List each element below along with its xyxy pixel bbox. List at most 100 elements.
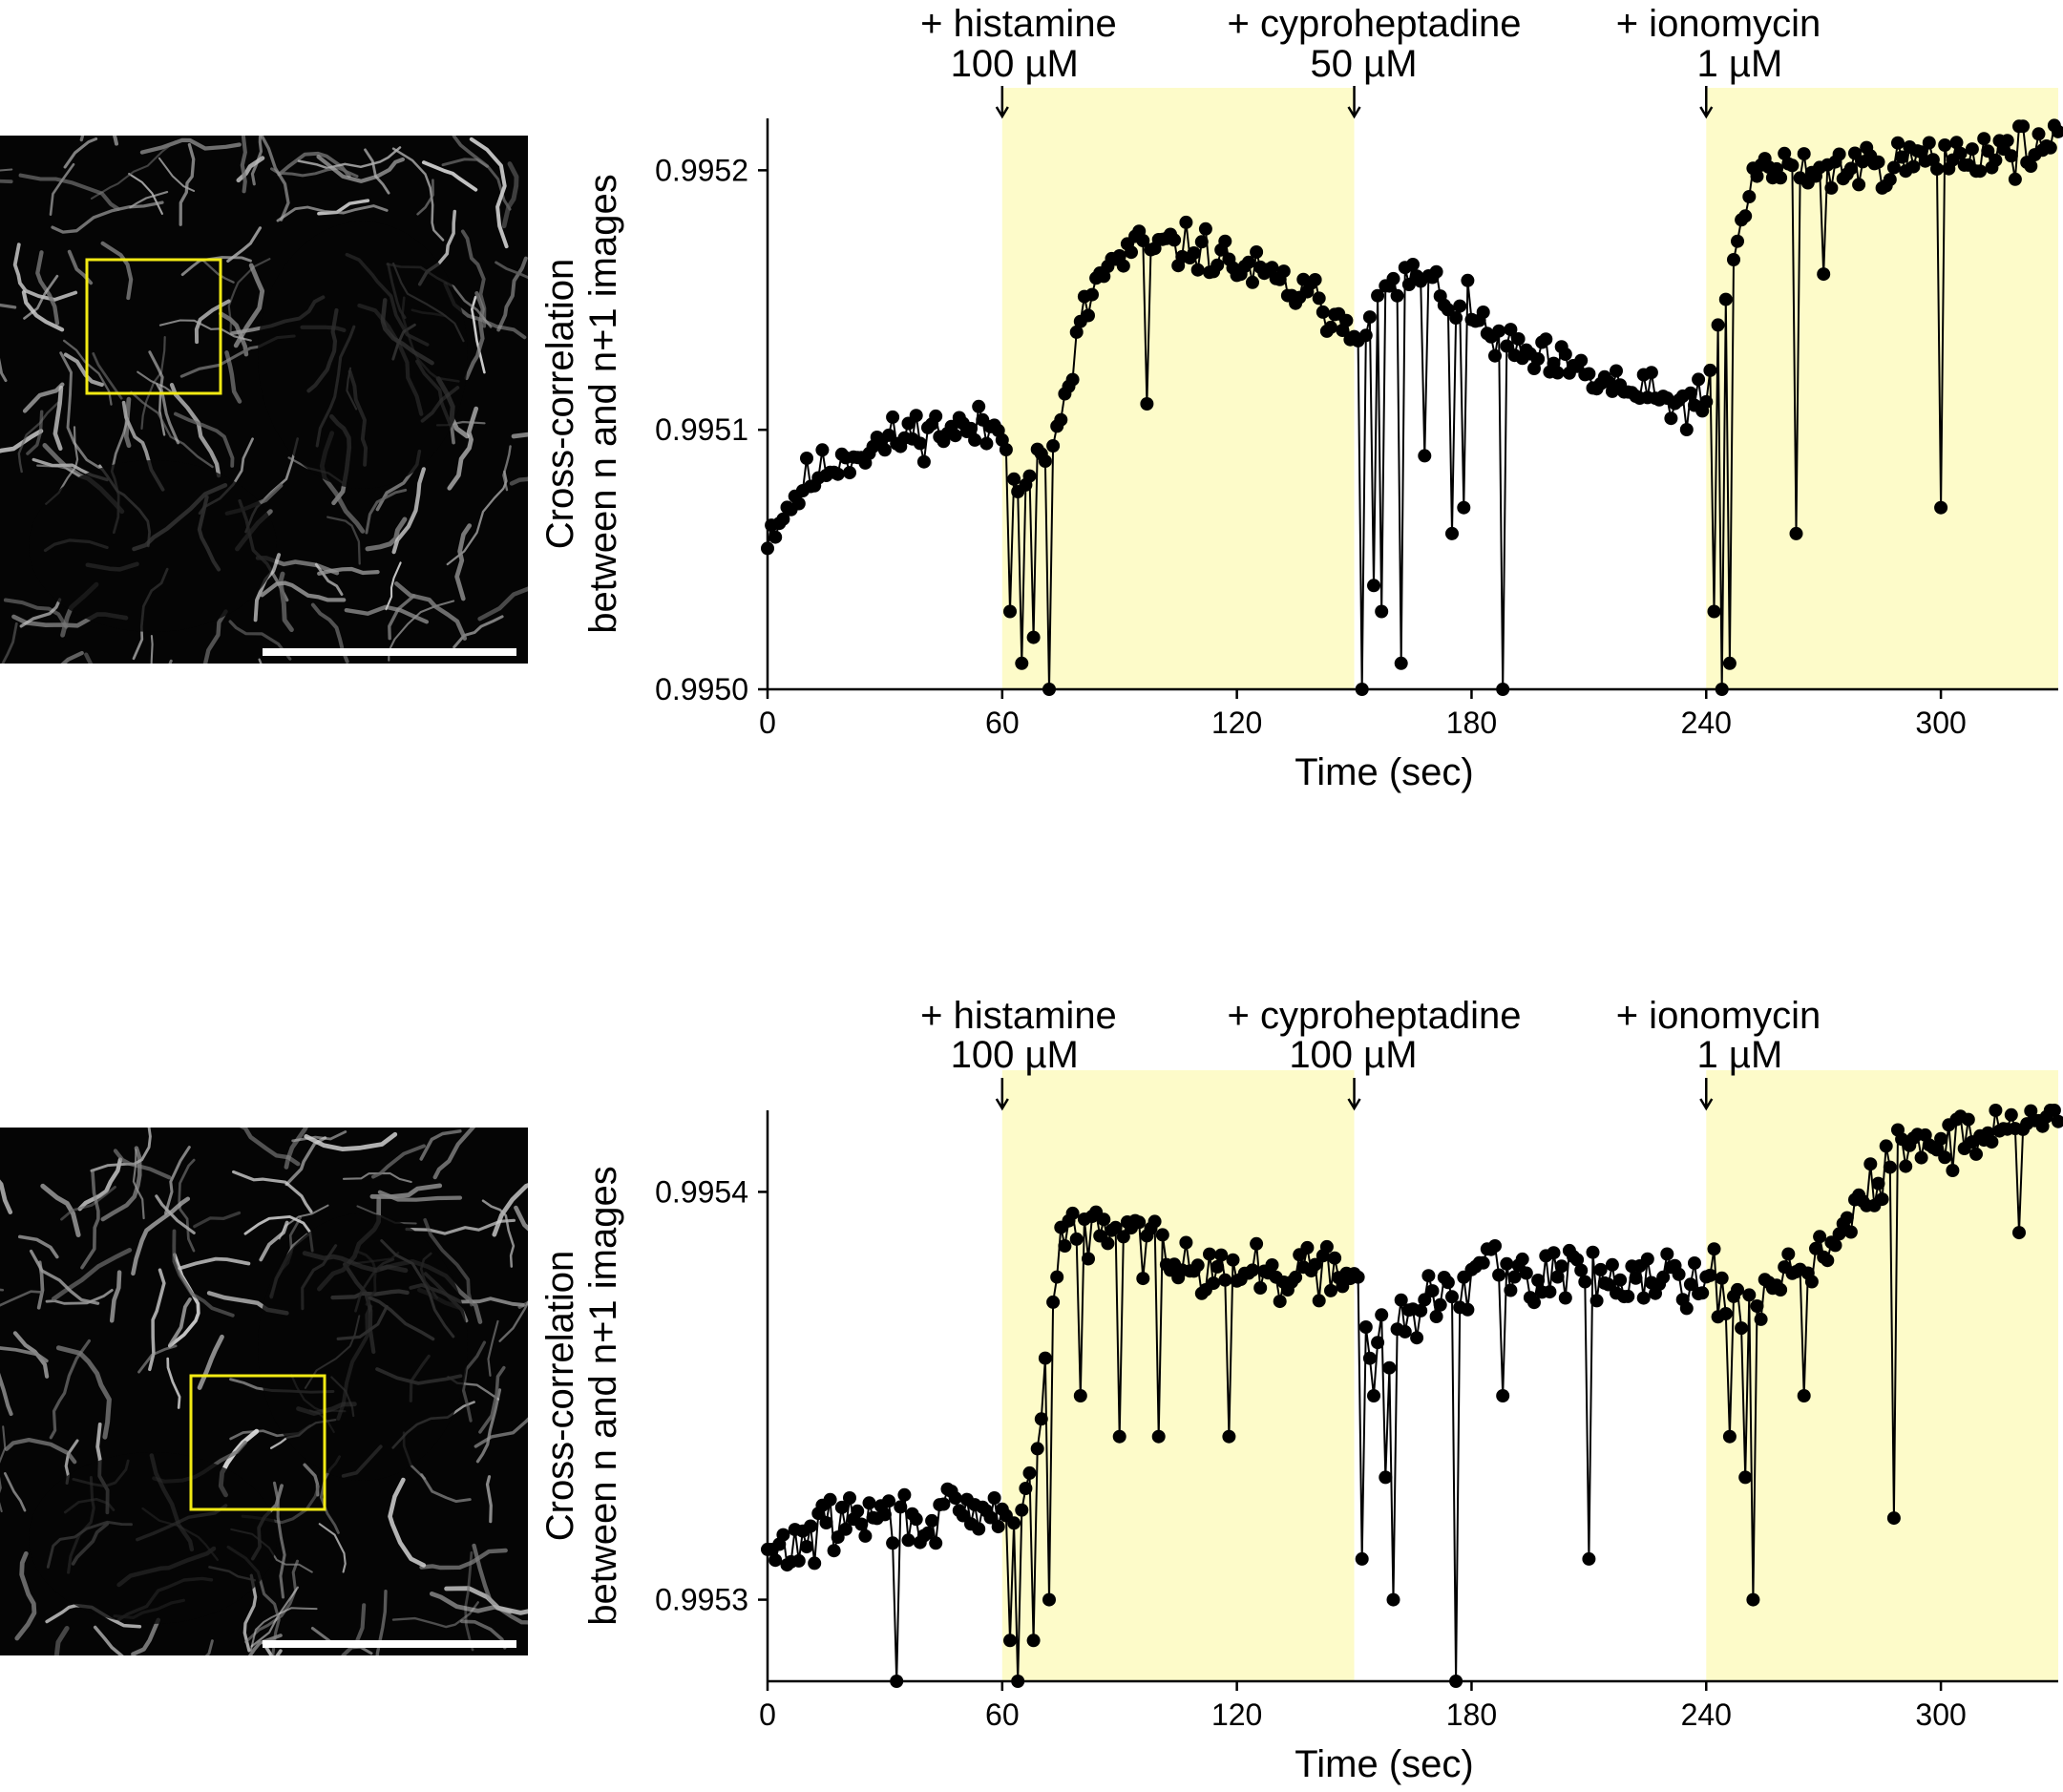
mitochondrion (51, 1248, 133, 1301)
data-point (1500, 1256, 1514, 1271)
micrograph-image-top (0, 136, 528, 664)
x-tick-label: 60 (985, 706, 1020, 740)
mitochondrion (150, 635, 154, 664)
mitochondrion (139, 137, 242, 155)
data-point (1746, 1592, 1760, 1607)
data-point (1355, 1551, 1369, 1566)
mitochondrion (371, 1144, 426, 1179)
x-tick-label: 0 (759, 1697, 776, 1732)
mitochondrion (420, 1473, 472, 1504)
data-point (831, 467, 845, 481)
data-point (2008, 172, 2022, 186)
mitochondrion (156, 383, 166, 436)
data-point (1054, 412, 1068, 427)
data-point (1774, 171, 1788, 185)
data-point (1375, 1308, 1389, 1322)
data-point (1398, 1324, 1412, 1339)
data-point (1101, 1236, 1115, 1251)
data-point (877, 1507, 892, 1522)
data-point (1504, 1283, 1518, 1297)
data-point (1328, 1251, 1342, 1265)
data-point (1069, 1232, 1084, 1246)
mitochondrion (270, 166, 359, 179)
data-point (1265, 261, 1279, 275)
mitochondrion (344, 604, 430, 624)
data-point (1789, 526, 1803, 540)
data-point (1324, 320, 1337, 334)
data-point (1754, 1312, 1768, 1326)
mitochondrion (394, 581, 468, 641)
data-point (1875, 1192, 1889, 1207)
mitochondrion (63, 137, 98, 169)
data-point (1492, 324, 1506, 338)
data-point (1953, 146, 1968, 160)
mitochondrion (423, 1217, 474, 1307)
data-point (1324, 1283, 1337, 1297)
x-tick-label: 120 (1211, 706, 1262, 740)
data-point (1738, 209, 1753, 223)
data-point (1015, 1503, 1029, 1517)
data-point (1339, 313, 1354, 327)
mitochondrion (0, 1290, 43, 1307)
data-point (1722, 656, 1737, 670)
mitochondrion (240, 136, 247, 194)
data-point (1015, 656, 1029, 670)
data-point (1507, 1270, 1522, 1284)
data-point (1934, 1131, 1948, 1146)
data-point (1476, 306, 1490, 319)
mitochondrion (260, 136, 290, 221)
annotation-concentration: 50 µM (1311, 43, 1418, 85)
data-point (1605, 1257, 1619, 1272)
x-axis-title: Time (sec) (1295, 1743, 1473, 1785)
data-point (1722, 1429, 1737, 1444)
mitochondrion (123, 396, 132, 449)
data-point (1804, 1275, 1819, 1289)
data-point (1504, 323, 1518, 337)
data-point (1886, 160, 1901, 175)
data-point (1418, 1293, 1432, 1307)
data-point (1022, 1465, 1037, 1480)
mitochondrion (0, 1372, 13, 1417)
data-point (1207, 1276, 1221, 1291)
data-point (1132, 1215, 1147, 1230)
mitochondrion (502, 445, 512, 492)
data-point (1832, 147, 1846, 161)
data-point (1539, 332, 1553, 347)
data-point (1003, 1634, 1017, 1648)
data-point (964, 421, 978, 435)
data-point (1852, 178, 1866, 192)
mitochondrion (447, 406, 479, 491)
data-point (972, 1522, 986, 1536)
data-point (1453, 299, 1467, 313)
mitochondrion (496, 256, 528, 332)
mitochondrion (21, 290, 65, 332)
data-point (1703, 363, 1717, 377)
data-point (1488, 348, 1502, 363)
data-point (909, 409, 923, 423)
mitochondrion (416, 179, 434, 216)
data-point (1319, 1239, 1334, 1254)
mitochondrion (385, 561, 402, 611)
mitochondrion (226, 226, 263, 264)
data-point (2012, 1226, 2026, 1240)
data-point (1168, 233, 1182, 247)
data-point (1276, 264, 1291, 279)
series-points (761, 1104, 2063, 1688)
data-point (1574, 1263, 1589, 1277)
data-point (1030, 1442, 1044, 1456)
mitochondrion (278, 571, 294, 633)
data-point (1519, 1266, 1533, 1280)
data-point (1843, 161, 1858, 176)
mitochondrion (421, 160, 478, 192)
data-point (1065, 1206, 1080, 1220)
mitochondrion (477, 586, 528, 622)
data-point (1879, 1139, 1893, 1153)
data-point (901, 1533, 916, 1548)
data-point (1707, 604, 1721, 619)
data-point (894, 1500, 908, 1514)
mitochondrion (472, 1543, 528, 1625)
x-tick-label: 240 (1681, 706, 1732, 740)
data-point (1449, 311, 1463, 325)
data-point (862, 1496, 876, 1510)
data-point (1547, 1246, 1561, 1260)
